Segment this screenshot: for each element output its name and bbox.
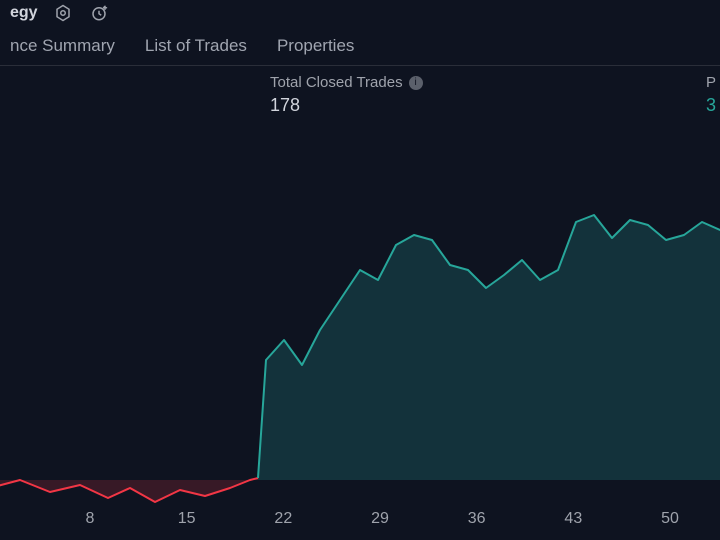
stat-label-text: Total Closed Trades [270,74,403,91]
x-tick-label: 36 [468,510,486,528]
chart-svg [0,130,720,540]
x-tick-label: 8 [86,510,95,528]
stat-total-closed-trades: Total Closed Trades i 178 [270,74,423,116]
stat-right-value: 3 [706,95,716,116]
stats-header: Total Closed Trades i 178 P 3 [0,66,720,130]
equity-chart: 8 15 22 29 36 43 50 [0,130,720,540]
stat-right-label: P [706,74,716,91]
tab-performance-summary[interactable]: nce Summary [10,36,115,56]
tab-properties[interactable]: Properties [277,36,354,56]
stat-label: Total Closed Trades i [270,74,423,91]
x-tick-label: 43 [564,510,582,528]
x-axis-labels: 8 15 22 29 36 43 50 [0,510,720,532]
tab-list-of-trades[interactable]: List of Trades [145,36,247,56]
x-tick-label: 29 [371,510,389,528]
x-tick-label: 22 [274,510,292,528]
strategy-title-fragment: egy [10,4,38,22]
x-tick-label: 15 [178,510,196,528]
tab-bar: nce Summary List of Trades Properties [0,26,720,66]
stat-right-fragment: P 3 [706,74,720,116]
x-tick-label: 50 [661,510,679,528]
info-icon[interactable]: i [409,76,423,90]
gear-icon[interactable] [52,2,74,24]
alert-clock-icon[interactable] [88,2,110,24]
stat-value: 178 [270,95,423,116]
